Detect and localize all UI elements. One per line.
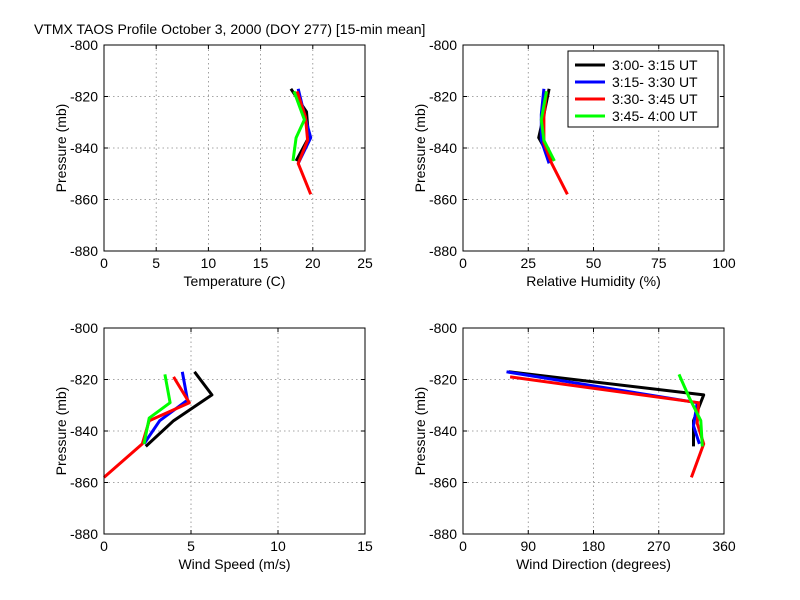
subplot-2: 0 25 50 75 100 -800 -820 -840 -860 -880 Relative H… [412, 37, 736, 289]
y-tick-label: -840 [429, 423, 457, 439]
x-axis-label: Relative Humidity (%) [526, 273, 661, 289]
y-axis-label: Pressure (mb) [53, 104, 69, 193]
subplot-3: 0 5 10 15 -800 -820 -840 -860 -880 Wind Speed (m/… [53, 320, 373, 572]
x-tick-label: 180 [582, 538, 606, 554]
y-tick-label: -860 [70, 475, 98, 491]
x-tick-label: 10 [201, 255, 217, 271]
x-tick-label: 90 [520, 538, 536, 554]
x-tick-label: 25 [357, 255, 373, 271]
x-tick-label: 0 [100, 255, 108, 271]
y-tick-label: -800 [70, 320, 98, 336]
x-tick-label: 5 [152, 255, 160, 271]
y-tick-label: -880 [429, 526, 457, 542]
x-tick-label: 270 [647, 538, 671, 554]
y-tick-label: -800 [70, 37, 98, 53]
x-tick-label: 75 [651, 255, 667, 271]
series-line-3 [542, 91, 569, 195]
x-tick-label: 0 [459, 538, 467, 554]
y-tick-label: -800 [429, 37, 457, 53]
x-tick-label: 25 [520, 255, 536, 271]
subplot-1: 0 5 10 15 20 25 -800 -820 -840 -860 -880 Temperatur… [53, 37, 373, 289]
y-tick-label: -880 [70, 243, 98, 259]
legend-label: 3:30- 3:45 UT [612, 91, 698, 107]
x-axis-label: Wind Speed (m/s) [178, 556, 290, 572]
y-tick-label: -860 [70, 192, 98, 208]
y-axis-label: Pressure (mb) [412, 387, 428, 476]
y-tick-label: -820 [70, 372, 98, 388]
y-axis-label: Pressure (mb) [53, 387, 69, 476]
legend-label: 3:15- 3:30 UT [612, 74, 698, 90]
y-tick-label: -840 [429, 140, 457, 156]
x-tick-label: 5 [187, 538, 195, 554]
x-tick-label: 50 [586, 255, 602, 271]
x-tick-label: 15 [253, 255, 269, 271]
series-line-4 [291, 90, 306, 162]
y-tick-label: -820 [70, 89, 98, 105]
figure-title: VTMX TAOS Profile October 3, 2000 (DOY 2… [34, 21, 425, 37]
series-line-2 [506, 370, 701, 445]
series-line-3 [295, 90, 313, 195]
y-tick-label: -880 [429, 243, 457, 259]
x-tick-label: 0 [459, 255, 467, 271]
y-tick-label: -860 [429, 192, 457, 208]
series-line-4 [677, 373, 704, 447]
subplot-4: 0 90 180 270 360 -800 -820 -840 -860 -880 Wind Dir… [412, 320, 736, 572]
legend-label: 3:45- 4:00 UT [612, 108, 698, 124]
x-tick-label: 10 [270, 538, 286, 554]
subplots: 0 5 10 15 20 25 -800 -820 -840 -860 -880 Temperatur… [53, 37, 736, 572]
series-line-1 [144, 370, 214, 448]
y-axis-label: Pressure (mb) [412, 104, 428, 193]
legend: 3:00- 3:15 UT3:15- 3:30 UT3:30- 3:45 UT3… [567, 50, 719, 128]
legend-label: 3:00- 3:15 UT [612, 57, 698, 73]
y-tick-label: -840 [70, 423, 98, 439]
series-line-3 [509, 375, 706, 478]
series-line-4 [539, 91, 556, 162]
x-tick-label: 0 [100, 538, 108, 554]
y-tick-label: -800 [429, 320, 457, 336]
y-tick-label: -880 [70, 526, 98, 542]
y-tick-label: -860 [429, 475, 457, 491]
y-tick-label: -840 [70, 140, 98, 156]
x-tick-label: 15 [357, 538, 373, 554]
x-tick-label: 20 [305, 255, 321, 271]
x-axis-label: Wind Direction (degrees) [516, 556, 671, 572]
x-axis-label: Temperature (C) [184, 273, 286, 289]
series-line-4 [142, 374, 172, 445]
series-line-1 [508, 370, 706, 447]
x-tick-label: 360 [712, 538, 736, 554]
y-tick-label: -820 [429, 372, 457, 388]
y-tick-label: -820 [429, 89, 457, 105]
x-tick-label: 100 [712, 255, 736, 271]
